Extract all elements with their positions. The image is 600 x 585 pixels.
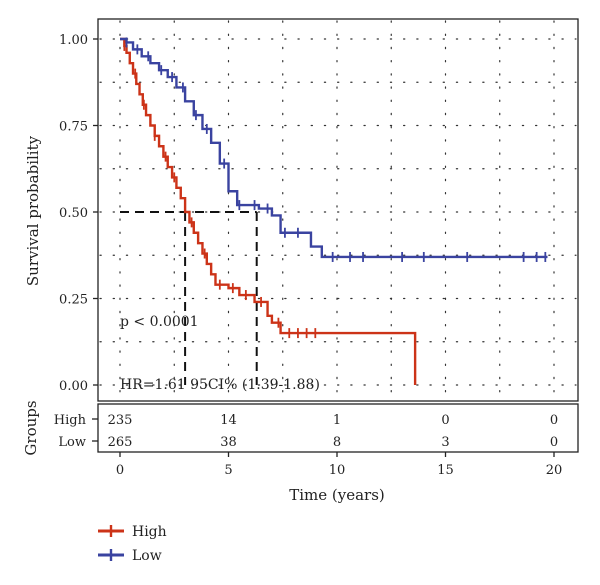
- grid: [99, 20, 577, 400]
- legend-label-low: Low: [132, 548, 162, 564]
- risk-table-panel: [97, 403, 579, 453]
- risk-count-low: 0: [550, 435, 558, 450]
- x-tick-label: 0: [116, 463, 124, 478]
- survival-curve-high: [120, 37, 417, 385]
- x-tick-label: 10: [329, 463, 346, 478]
- y-axis-label: Survival probability: [24, 135, 42, 286]
- risk-count-high: 0: [550, 413, 558, 428]
- risk-count-low: 265: [108, 435, 133, 450]
- risk-count-low: 8: [333, 435, 341, 450]
- risk-count-high: 1: [333, 413, 341, 428]
- legend: High Low: [98, 524, 167, 564]
- risk-table-title: Groups: [22, 400, 40, 455]
- survival-curves: [120, 37, 548, 385]
- survival-curve-low: [120, 37, 548, 259]
- risk-table-group-label: High: [54, 413, 87, 428]
- x-tick-label: 15: [437, 463, 454, 478]
- y-tick-label: 0.00: [59, 379, 88, 394]
- risk-table-group-label: Low: [58, 435, 86, 450]
- legend-label-high: High: [132, 524, 167, 540]
- y-tick-label: 0.50: [59, 206, 88, 221]
- risk-count-low: 3: [441, 435, 449, 450]
- y-tick-label: 0.75: [59, 120, 88, 135]
- y-axis: 0.00 0.25 0.50 0.75 1.00: [59, 33, 98, 394]
- p-value-annotation: p < 0.0001: [120, 314, 199, 330]
- risk-count-high: 235: [108, 413, 133, 428]
- risk-count-high: 14: [220, 413, 237, 428]
- x-tick-label: 20: [546, 463, 563, 478]
- y-tick-label: 1.00: [59, 33, 88, 48]
- risk-table: High 235 14 1 0 0 Low 265 38 8 3 0: [54, 413, 558, 450]
- x-tick-label: 5: [224, 463, 232, 478]
- y-tick-label: 0.25: [59, 293, 88, 308]
- x-axis: 0 5 10 15 20: [116, 452, 562, 478]
- hazard-ratio-annotation: HR=1.61 95CI% (1.39-1.88): [120, 377, 320, 393]
- risk-count-high: 0: [441, 413, 449, 428]
- x-axis-label: Time (years): [289, 486, 385, 504]
- risk-count-low: 38: [220, 435, 237, 450]
